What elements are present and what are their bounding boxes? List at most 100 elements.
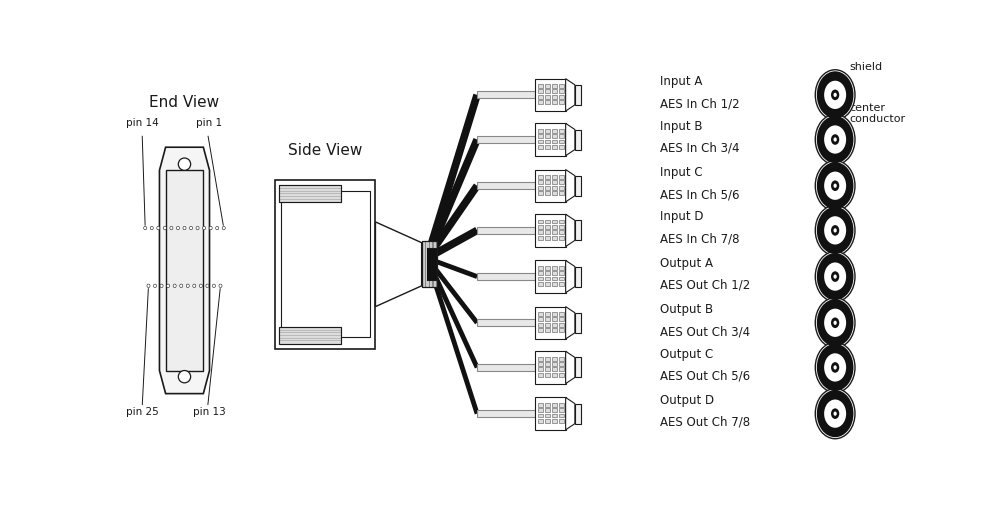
Bar	[545, 282, 551, 286]
Bar	[545, 225, 551, 229]
Bar	[538, 230, 544, 234]
Ellipse shape	[223, 226, 226, 230]
Text: AES In Ch 3/4: AES In Ch 3/4	[660, 142, 740, 155]
Ellipse shape	[824, 126, 846, 154]
Ellipse shape	[209, 226, 212, 230]
Bar	[538, 185, 544, 190]
Bar	[545, 328, 551, 332]
Bar	[559, 175, 565, 179]
Ellipse shape	[834, 138, 837, 142]
Bar	[559, 140, 565, 143]
Bar	[559, 129, 565, 132]
Bar	[545, 90, 551, 93]
Bar	[559, 134, 565, 138]
Text: Input B: Input B	[660, 120, 702, 132]
Text: pin 14: pin 14	[126, 118, 158, 128]
Bar	[545, 367, 551, 371]
Bar	[538, 312, 544, 316]
Bar	[279, 327, 341, 343]
Bar	[545, 219, 551, 224]
Bar	[166, 170, 204, 370]
Bar	[552, 317, 558, 321]
Bar	[559, 323, 565, 327]
Text: Input A: Input A	[660, 75, 702, 88]
Bar	[477, 364, 535, 371]
Bar	[538, 277, 544, 280]
Ellipse shape	[216, 226, 219, 230]
Ellipse shape	[831, 90, 839, 100]
Bar	[538, 90, 544, 93]
Ellipse shape	[817, 162, 854, 209]
Bar	[552, 225, 558, 229]
Ellipse shape	[213, 284, 216, 288]
Bar	[552, 328, 558, 332]
Bar	[279, 185, 341, 202]
Text: Output B: Output B	[660, 303, 713, 316]
Text: AES In Ch 5/6: AES In Ch 5/6	[660, 188, 740, 201]
Ellipse shape	[834, 365, 837, 369]
Bar	[421, 241, 437, 288]
Polygon shape	[566, 260, 575, 293]
Bar	[538, 317, 544, 321]
Bar	[279, 327, 341, 343]
Ellipse shape	[834, 93, 837, 97]
Bar	[559, 230, 565, 234]
Ellipse shape	[824, 353, 846, 381]
Text: Output A: Output A	[660, 257, 713, 270]
Bar	[538, 225, 544, 229]
Bar	[559, 312, 565, 316]
Bar	[545, 312, 551, 316]
Bar	[535, 214, 566, 246]
Text: Output D: Output D	[660, 394, 714, 407]
Bar	[575, 130, 581, 150]
Bar	[559, 419, 565, 423]
Bar	[545, 175, 551, 179]
Ellipse shape	[834, 183, 837, 188]
Ellipse shape	[815, 389, 855, 439]
Polygon shape	[376, 222, 421, 307]
Bar	[559, 145, 565, 149]
Bar	[535, 398, 566, 430]
Bar	[559, 277, 565, 280]
Bar	[559, 90, 565, 93]
Ellipse shape	[153, 284, 157, 288]
Bar	[545, 129, 551, 132]
Ellipse shape	[831, 362, 839, 373]
Bar	[552, 180, 558, 184]
Ellipse shape	[817, 207, 854, 254]
Bar	[538, 328, 544, 332]
Text: center
conductor: center conductor	[840, 98, 906, 124]
Bar	[559, 225, 565, 229]
Bar	[545, 271, 551, 275]
Bar	[545, 140, 551, 143]
Bar	[559, 414, 565, 417]
Bar	[427, 248, 437, 280]
Bar	[559, 362, 565, 366]
Bar	[559, 185, 565, 190]
Bar	[559, 408, 565, 412]
Bar	[275, 180, 376, 349]
Bar	[552, 282, 558, 286]
Ellipse shape	[817, 71, 854, 118]
Bar	[538, 129, 544, 132]
Ellipse shape	[817, 253, 854, 300]
Bar	[538, 219, 544, 224]
Text: Input D: Input D	[660, 210, 703, 224]
Polygon shape	[566, 214, 575, 246]
Bar	[552, 219, 558, 224]
Bar	[538, 323, 544, 327]
Bar	[552, 362, 558, 366]
Bar	[552, 230, 558, 234]
Bar	[535, 123, 566, 156]
Bar	[559, 282, 565, 286]
Ellipse shape	[178, 158, 191, 170]
Text: AES Out Ch 7/8: AES Out Ch 7/8	[660, 416, 749, 429]
Ellipse shape	[178, 370, 191, 383]
Bar	[538, 282, 544, 286]
Bar	[545, 84, 551, 88]
Text: pin 13: pin 13	[193, 407, 226, 417]
Bar	[538, 180, 544, 184]
Bar	[538, 271, 544, 275]
Bar	[538, 414, 544, 417]
Bar	[538, 367, 544, 371]
